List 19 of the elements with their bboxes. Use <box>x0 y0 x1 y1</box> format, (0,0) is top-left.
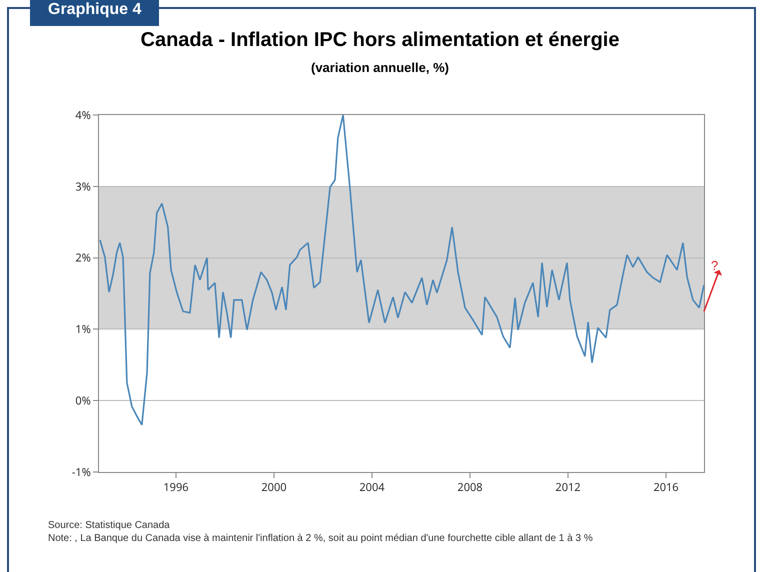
x-tick-label: 2000 <box>261 480 287 496</box>
chart-title: Canada - Inflation IPC hors alimentation et énergie <box>140 28 620 51</box>
text: Note: , La Banque du Canada vise à maintenir l'inflation à 2 %, soit au point médian d'une fourchette cible allant de 1 à 3 % <box>48 533 593 544</box>
text: Graphique 4 <box>30 0 160 26</box>
x-tick-label: 2012 <box>555 480 581 496</box>
y-tick-label: -1% <box>72 464 91 480</box>
annotation: ? <box>711 258 718 273</box>
y-tick-label: 3% <box>75 179 91 194</box>
y-tick-label: 1% <box>75 322 91 338</box>
x-tick-label: 1996 <box>163 480 189 496</box>
x-tick-label: 2008 <box>457 480 483 496</box>
x-tick-label: 2004 <box>359 480 386 496</box>
line-series <box>99 115 704 426</box>
y-tick-label: 2% <box>75 250 91 266</box>
x-tick-label: 2016 <box>653 480 679 496</box>
y-tick-label: 4% <box>75 108 91 123</box>
y-tick-label: 0% <box>75 393 91 408</box>
source-note: Source: Statistique Canada <box>48 520 170 531</box>
chart-subtitle: (variation annuelle, %) <box>311 60 449 75</box>
